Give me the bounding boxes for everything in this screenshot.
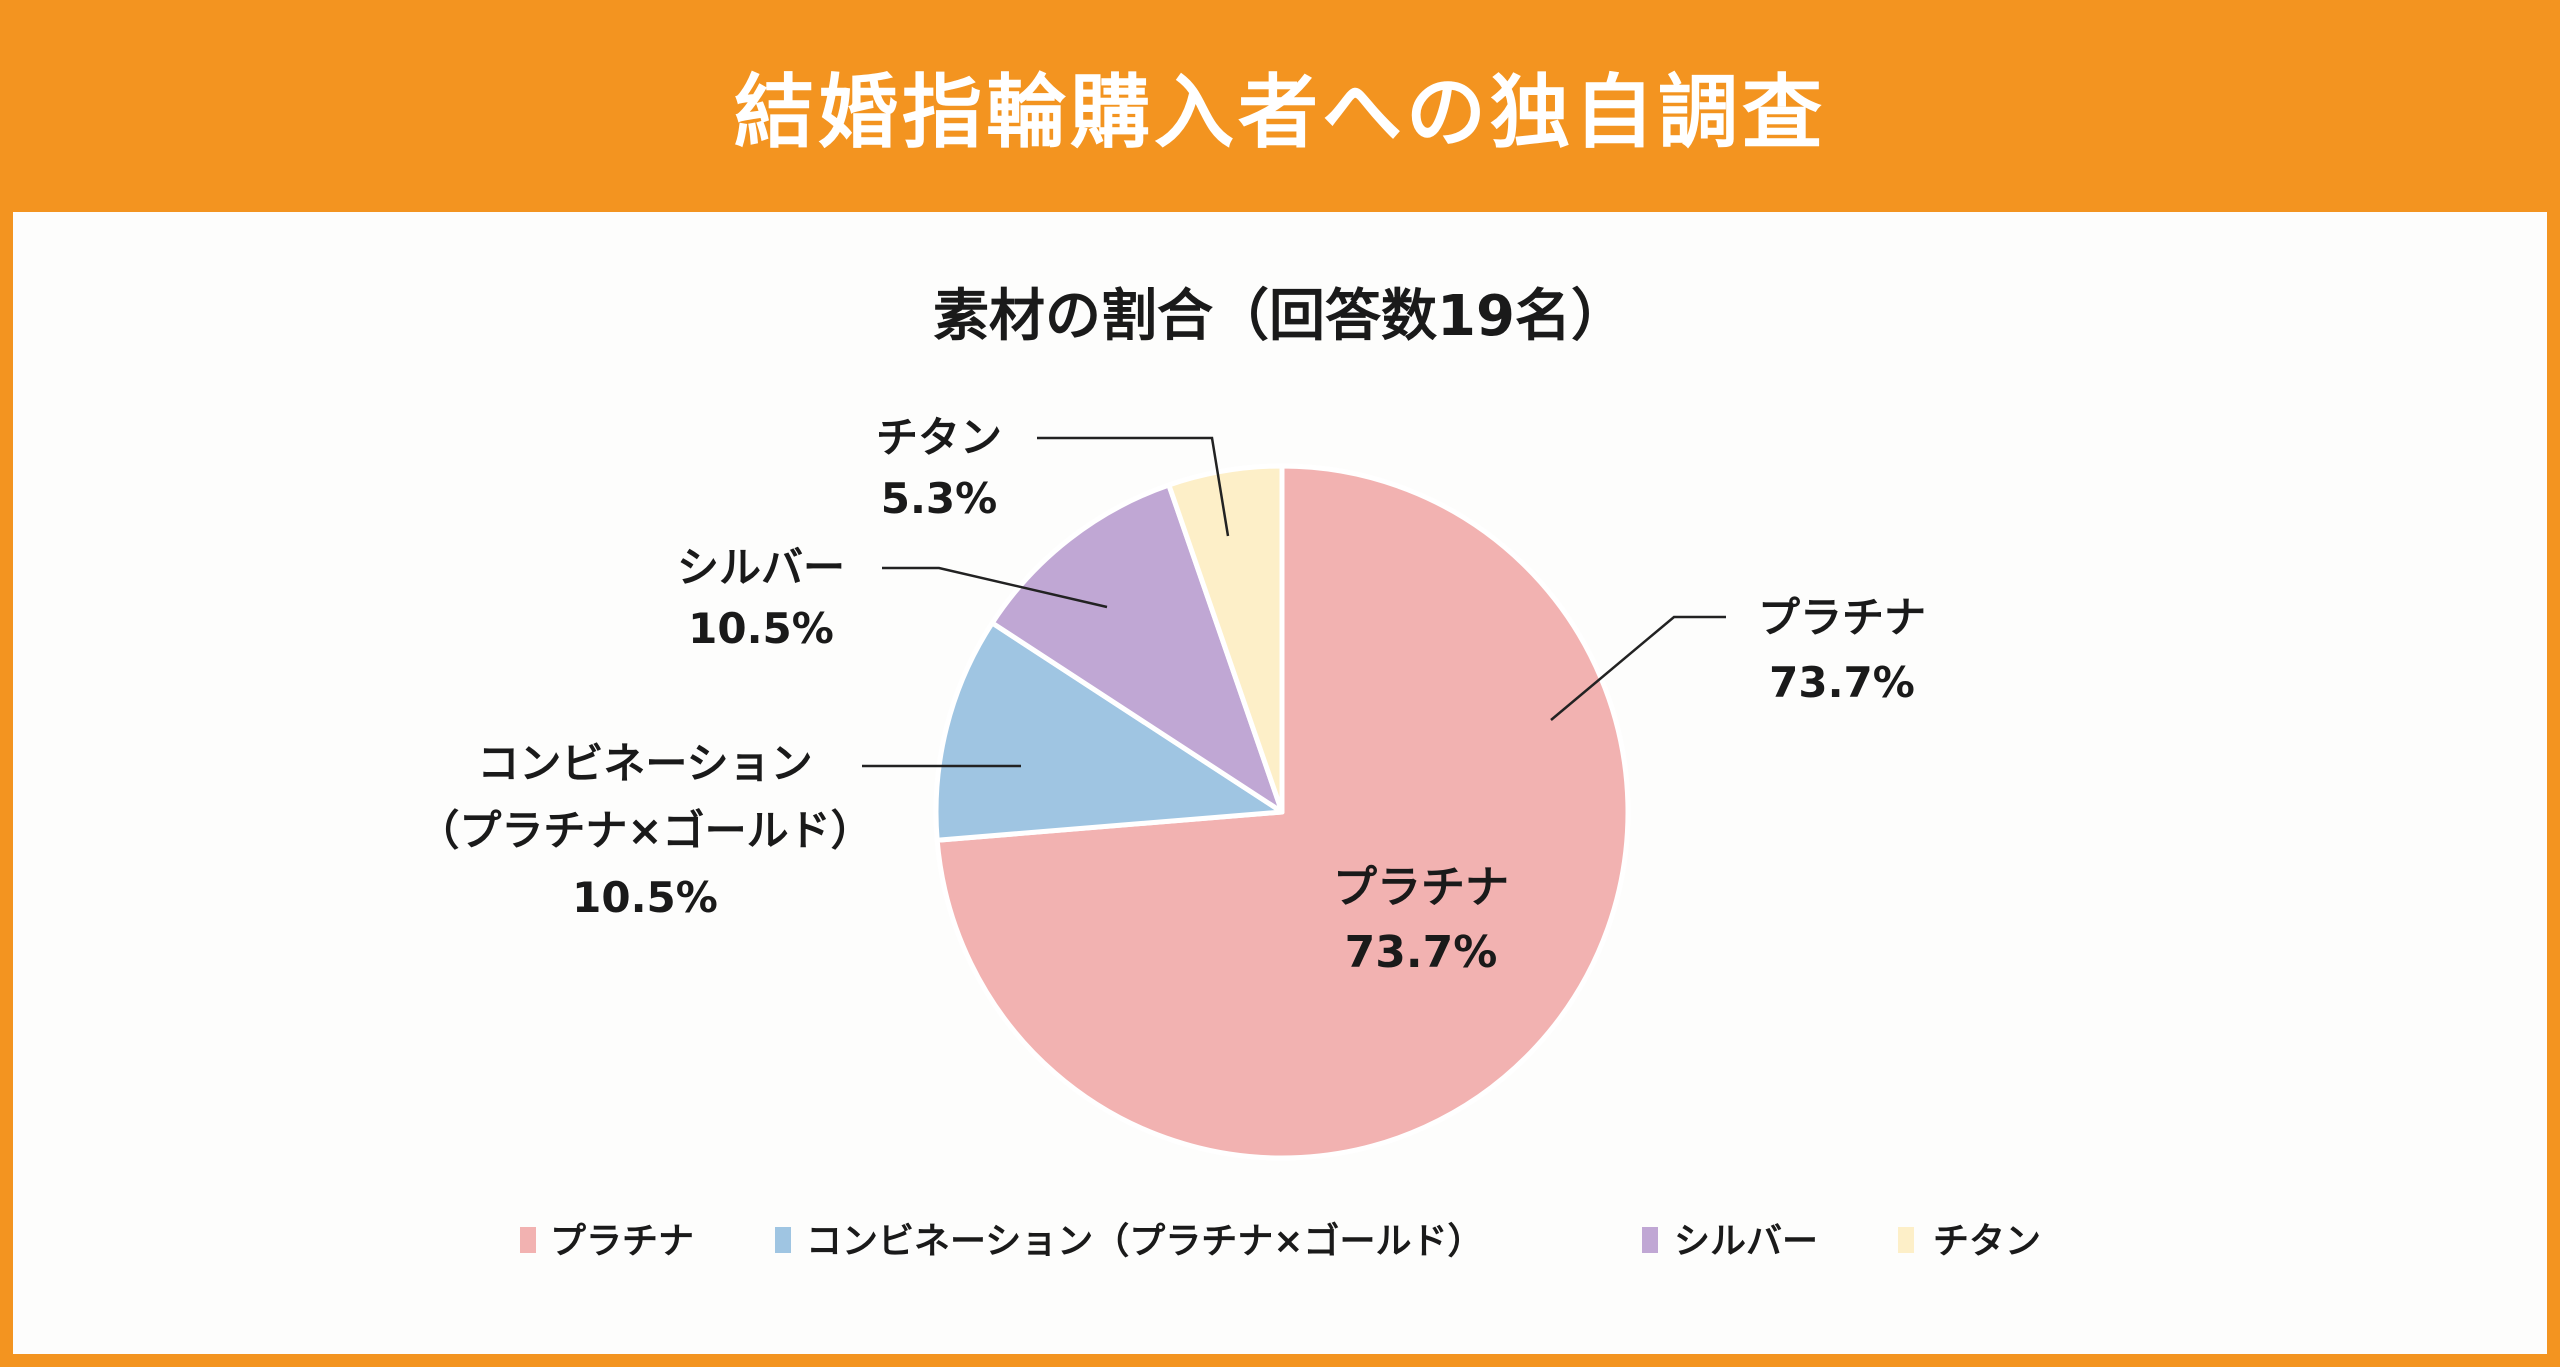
legend-item-titanium: チタン xyxy=(1898,1221,2041,1262)
pie-slice-titanium xyxy=(1166,463,1285,815)
legend-label: コンビネーション（プラチナ×ゴールド） xyxy=(806,1220,1483,1262)
callout-platinum: プラチナ 73.7% xyxy=(1550,593,1926,721)
callout-titanium: チタン 5.3% xyxy=(876,413,1230,537)
callout-label: チタン xyxy=(876,413,1002,462)
callout-label-sub: （プラチナ×ゴールド） xyxy=(417,806,872,855)
legend-swatch xyxy=(775,1227,791,1253)
callout-value: 5.3% xyxy=(881,474,997,523)
pie-slice-silver xyxy=(989,482,1285,815)
callout-value: 10.5% xyxy=(688,604,834,653)
inner-value: 73.7% xyxy=(1345,927,1498,978)
leader-line xyxy=(882,566,1108,609)
inner-label-platinum: プラチナ 73.7% xyxy=(1333,862,1509,978)
callout-value: 73.7% xyxy=(1769,658,1915,707)
legend-swatch xyxy=(1898,1227,1914,1253)
callout-combination: コンビネーション （プラチナ×ゴールド） 10.5% xyxy=(417,739,1021,922)
pie-chart: 素材の割合（回答数19名） チタン 5.3% シルバー 10.5% コンビネーシ… xyxy=(417,284,2041,1262)
callout-label: コンビネーション xyxy=(477,739,812,788)
legend-item-platinum: プラチナ xyxy=(520,1221,694,1262)
legend: プラチナ コンビネーション（プラチナ×ゴールド） シルバー チタン xyxy=(520,1220,2041,1262)
legend-label: チタン xyxy=(1933,1221,2041,1262)
callout-silver: シルバー 10.5% xyxy=(677,543,1108,653)
header-banner: 結婚指輪購入者への独自調査 xyxy=(0,0,2560,212)
callout-label: プラチナ xyxy=(1758,593,1926,642)
legend-item-silver: シルバー xyxy=(1642,1221,1818,1262)
leader-line xyxy=(1550,615,1726,721)
legend-item-combination: コンビネーション（プラチナ×ゴールド） xyxy=(775,1220,1483,1262)
legend-swatch xyxy=(1642,1227,1658,1253)
chart-title: 素材の割合（回答数19名） xyxy=(933,284,1627,349)
leader-line xyxy=(1037,436,1230,537)
legend-swatch xyxy=(520,1227,536,1253)
callout-value: 10.5% xyxy=(572,873,718,922)
pie-slice-combination xyxy=(933,620,1285,843)
chart-panel: 素材の割合（回答数19名） チタン 5.3% シルバー 10.5% コンビネーシ… xyxy=(13,212,2547,1354)
legend-label: プラチナ xyxy=(550,1221,694,1262)
inner-label: プラチナ xyxy=(1333,862,1509,913)
page-title: 結婚指輪購入者への独自調査 xyxy=(734,66,1826,159)
legend-label: シルバー xyxy=(1674,1221,1818,1262)
callout-label: シルバー xyxy=(677,543,845,592)
